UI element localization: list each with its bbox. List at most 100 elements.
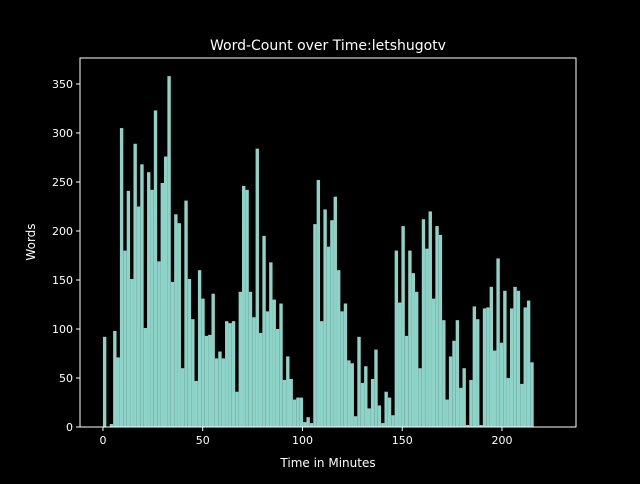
bar xyxy=(313,224,317,427)
bar xyxy=(225,321,229,427)
bar xyxy=(353,416,358,427)
bar xyxy=(465,425,470,427)
bar xyxy=(306,417,310,427)
bar xyxy=(442,320,446,427)
bar xyxy=(177,223,181,427)
bar xyxy=(428,211,432,427)
bar xyxy=(340,311,344,427)
bar xyxy=(126,190,131,427)
bar xyxy=(384,391,388,427)
y-tick-label: 250 xyxy=(52,176,73,189)
bar xyxy=(401,226,405,427)
bar xyxy=(197,270,202,427)
bar xyxy=(265,311,270,427)
bars xyxy=(102,76,534,428)
bar xyxy=(513,286,517,427)
bar xyxy=(296,397,300,427)
bar xyxy=(336,270,341,427)
bar xyxy=(133,143,137,428)
bar xyxy=(262,235,266,427)
bar xyxy=(157,261,161,427)
bar xyxy=(455,320,460,427)
bar xyxy=(496,258,500,427)
bar xyxy=(320,321,324,427)
x-tick-label: 100 xyxy=(292,434,313,447)
bar xyxy=(347,360,351,427)
bar xyxy=(506,377,510,427)
bar xyxy=(323,209,327,427)
chart-title: Word-Count over Time:letshugotv xyxy=(210,38,446,54)
x-tick-label: 200 xyxy=(491,434,512,447)
bar xyxy=(391,415,395,427)
bar xyxy=(509,308,514,427)
bar xyxy=(221,358,226,427)
bar xyxy=(228,323,232,427)
x-axis-label: Time in Minutes xyxy=(279,456,375,470)
bar xyxy=(431,298,436,427)
bar xyxy=(408,250,412,427)
bar xyxy=(279,303,283,427)
bar xyxy=(421,219,426,427)
bar xyxy=(459,387,463,427)
bar xyxy=(452,340,456,427)
bar xyxy=(214,358,219,427)
bar xyxy=(191,319,195,427)
x-axis: 0 50 100 150 200 xyxy=(99,427,512,447)
bar xyxy=(218,351,222,427)
bar xyxy=(208,334,212,427)
bar xyxy=(482,308,487,427)
bar xyxy=(282,379,287,427)
y-axis: 0 50 100 150 200 250 300 350 xyxy=(52,78,80,434)
bar xyxy=(109,424,114,427)
bar xyxy=(275,328,280,427)
bar xyxy=(448,356,453,427)
bar xyxy=(255,148,259,428)
bar xyxy=(150,189,154,427)
bar xyxy=(438,234,443,427)
bar xyxy=(136,206,141,427)
bar xyxy=(360,382,365,427)
bar xyxy=(170,281,175,427)
y-tick-label: 350 xyxy=(52,78,73,91)
bar xyxy=(526,300,531,427)
bar xyxy=(316,180,321,427)
bar xyxy=(523,307,527,427)
bar xyxy=(238,291,243,427)
y-tick-label: 150 xyxy=(52,274,73,287)
bar xyxy=(245,189,249,427)
bar xyxy=(116,357,120,427)
bar xyxy=(530,362,534,427)
bar xyxy=(242,185,246,427)
bar xyxy=(499,342,504,427)
bar xyxy=(163,156,168,428)
y-tick-label: 50 xyxy=(59,372,73,385)
bar xyxy=(503,290,507,427)
bar xyxy=(476,319,480,427)
bar xyxy=(174,214,178,427)
bar xyxy=(479,425,483,427)
bar xyxy=(248,291,253,427)
bar xyxy=(445,399,449,427)
bar xyxy=(187,279,192,427)
bar xyxy=(289,378,293,427)
bar xyxy=(272,299,276,427)
bar xyxy=(411,273,415,427)
bar xyxy=(231,321,236,427)
bar xyxy=(435,226,439,427)
bar xyxy=(258,332,263,427)
bar xyxy=(299,397,304,427)
bar xyxy=(113,330,117,427)
bar xyxy=(140,164,144,428)
bar xyxy=(425,248,429,427)
y-tick-label: 100 xyxy=(52,323,73,336)
bar xyxy=(374,349,378,427)
bar xyxy=(153,110,158,427)
bar xyxy=(404,335,409,427)
bar xyxy=(102,336,107,427)
bar xyxy=(211,293,215,427)
bar xyxy=(418,368,422,427)
y-axis-label: Words xyxy=(24,223,38,260)
bar xyxy=(194,380,198,427)
bar xyxy=(252,317,256,427)
bar xyxy=(377,405,382,427)
